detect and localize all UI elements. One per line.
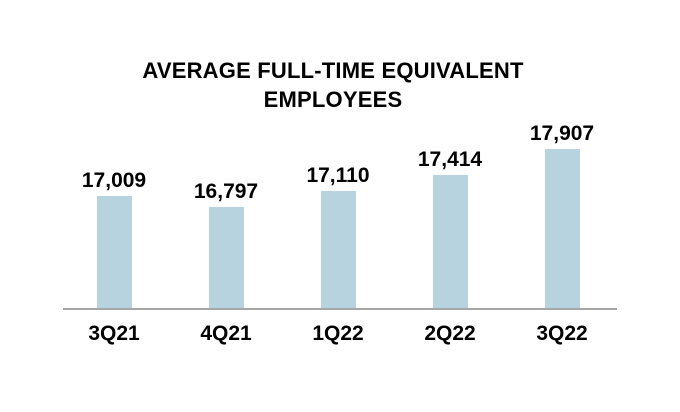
bar [544,149,580,308]
x-axis-line [63,308,617,310]
bar-value-label: 16,797 [193,180,259,203]
bar-value-label: 17,907 [529,122,595,145]
chart-title-text: AVERAGE FULL-TIME EQUIVALENT EMPLOYEES [142,58,524,112]
bar-value-label: 17,009 [81,169,147,192]
x-axis-tick-label: 3Q21 [88,322,140,345]
bar [208,207,244,308]
x-axis-tick-label: 4Q21 [200,322,252,345]
chart-title: AVERAGE FULL-TIME EQUIVALENT EMPLOYEES [0,56,666,114]
bar [96,196,132,308]
bar [432,175,468,308]
bar [320,191,356,308]
x-axis-tick-label: 3Q22 [536,322,588,345]
x-axis-tick-label: 2Q22 [424,322,476,345]
bar-value-label: 17,110 [306,164,370,187]
bar-value-label: 17,414 [417,148,483,171]
x-axis-tick-label: 1Q22 [312,322,364,345]
